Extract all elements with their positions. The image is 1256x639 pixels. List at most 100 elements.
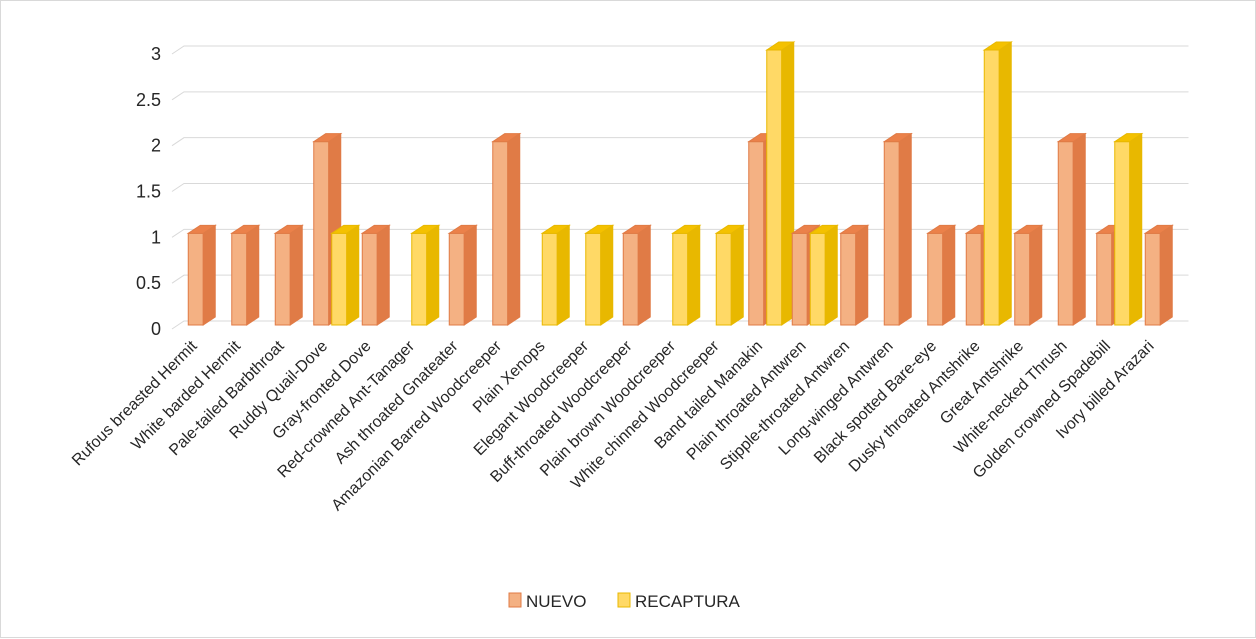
bar-recaptura-top <box>808 224 839 234</box>
gridline <box>171 137 1189 147</box>
bar-nuevo-top <box>882 133 913 143</box>
y-tick-label: 2.5 <box>136 90 161 110</box>
y-tick-label: 1.5 <box>136 182 161 202</box>
bar-nuevo-front <box>313 141 330 326</box>
bar-recaptura <box>765 41 796 326</box>
bar-recaptura <box>982 41 1013 326</box>
grid-layer <box>171 45 1189 330</box>
gridline <box>171 183 1189 192</box>
bar-recaptura-top <box>330 224 361 234</box>
bar-recaptura-top <box>1113 133 1144 143</box>
bar-recaptura-top <box>982 41 1013 51</box>
bar-recaptura-top <box>714 224 745 234</box>
bar-nuevo <box>1056 132 1087 326</box>
bar-recaptura-top <box>540 224 571 234</box>
bar-recaptura-top <box>765 41 796 51</box>
bar-nuevo-side <box>202 224 216 326</box>
bar-nuevo <box>926 224 957 326</box>
bar-recaptura-side <box>998 41 1012 326</box>
bar-nuevo <box>360 224 391 326</box>
bar-nuevo <box>230 224 261 326</box>
bar-nuevo-front <box>840 232 857 326</box>
y-tick-label: 3 <box>151 44 161 64</box>
bar-nuevo <box>491 132 522 326</box>
bar-recaptura-front <box>766 49 783 326</box>
bar-recaptura-front <box>672 232 689 326</box>
bar-nuevo <box>1013 224 1044 326</box>
bar-nuevo-front <box>448 232 465 326</box>
bar-nuevo-side <box>507 132 521 326</box>
bars <box>186 41 1174 326</box>
bar-nuevo-top <box>1056 133 1087 143</box>
bar-nuevo-front <box>1096 232 1113 326</box>
bar-recaptura-side <box>824 224 838 326</box>
bar-recaptura <box>584 224 615 326</box>
bar-recaptura-side <box>730 224 744 326</box>
bar-nuevo <box>447 224 478 326</box>
bar-nuevo-front <box>187 232 204 326</box>
bar-recaptura <box>1113 132 1144 326</box>
bar-nuevo-front <box>1014 232 1031 326</box>
bar-recaptura-front <box>331 232 348 326</box>
bar-nuevo-side <box>855 224 869 326</box>
bar-recaptura-top <box>584 224 615 234</box>
bar-recaptura-top <box>671 224 702 234</box>
bar-recaptura-front <box>1114 141 1131 326</box>
bar-recaptura <box>808 224 839 326</box>
gridline <box>171 91 1189 101</box>
bar-nuevo-top <box>839 224 870 234</box>
y-tick-label: 1 <box>151 227 161 247</box>
bar-nuevo <box>186 224 217 326</box>
bar-recaptura-top <box>410 224 441 234</box>
y-tick-label: 2 <box>151 136 161 156</box>
bar-nuevo <box>621 224 652 326</box>
bar-nuevo-side <box>1159 224 1173 326</box>
bar-recaptura <box>540 224 571 326</box>
bar-recaptura-side <box>600 224 614 326</box>
bar-nuevo-front <box>231 232 248 326</box>
bar-nuevo-side <box>898 132 912 326</box>
bar-nuevo-front <box>748 141 765 326</box>
bar-recaptura-front <box>411 232 428 326</box>
bar-nuevo-top <box>790 224 821 234</box>
bar-nuevo-side <box>463 224 477 326</box>
bar-nuevo-front <box>1144 232 1161 326</box>
legend-label: NUEVO <box>526 592 586 611</box>
y-tick-label: 0 <box>151 319 161 339</box>
bar-recaptura-side <box>556 224 570 326</box>
bar-nuevo-front <box>361 232 378 326</box>
bar-recaptura <box>330 224 361 326</box>
y-axis: 0 0.5 1 1.5 2 2.5 3 <box>136 44 161 339</box>
bar-nuevo-top <box>491 133 522 143</box>
bar-nuevo-side <box>289 224 303 326</box>
bar-recaptura-front <box>983 49 1000 326</box>
bar-nuevo-top <box>230 224 261 234</box>
bar-nuevo-side <box>246 224 260 326</box>
bar-nuevo-top <box>186 224 217 234</box>
bar-recaptura-front <box>541 232 558 326</box>
bar-recaptura-front <box>809 232 826 326</box>
gridline <box>171 45 1189 55</box>
bar-nuevo-top <box>360 224 391 234</box>
bar-nuevo-side <box>1029 224 1043 326</box>
bar-nuevo-top <box>1143 224 1174 234</box>
bar-nuevo-front <box>927 232 944 326</box>
bar-nuevo-front <box>1057 141 1074 326</box>
bar-nuevo <box>882 132 913 326</box>
bar-nuevo-top <box>926 224 957 234</box>
bar-nuevo-top <box>621 224 652 234</box>
legend-swatch <box>508 592 522 608</box>
bar-nuevo-side <box>376 224 390 326</box>
bar-nuevo-top <box>312 133 343 143</box>
bar-recaptura-side <box>346 224 360 326</box>
bar-nuevo <box>1143 224 1174 326</box>
bar-recaptura-front <box>585 232 602 326</box>
bar-nuevo-top <box>447 224 478 234</box>
bar-nuevo-front <box>492 141 509 326</box>
bar-recaptura <box>410 224 441 326</box>
legend-item-nuevo: NUEVO <box>508 592 586 611</box>
bar-nuevo-side <box>1072 132 1086 326</box>
bar-nuevo-side <box>637 224 651 326</box>
